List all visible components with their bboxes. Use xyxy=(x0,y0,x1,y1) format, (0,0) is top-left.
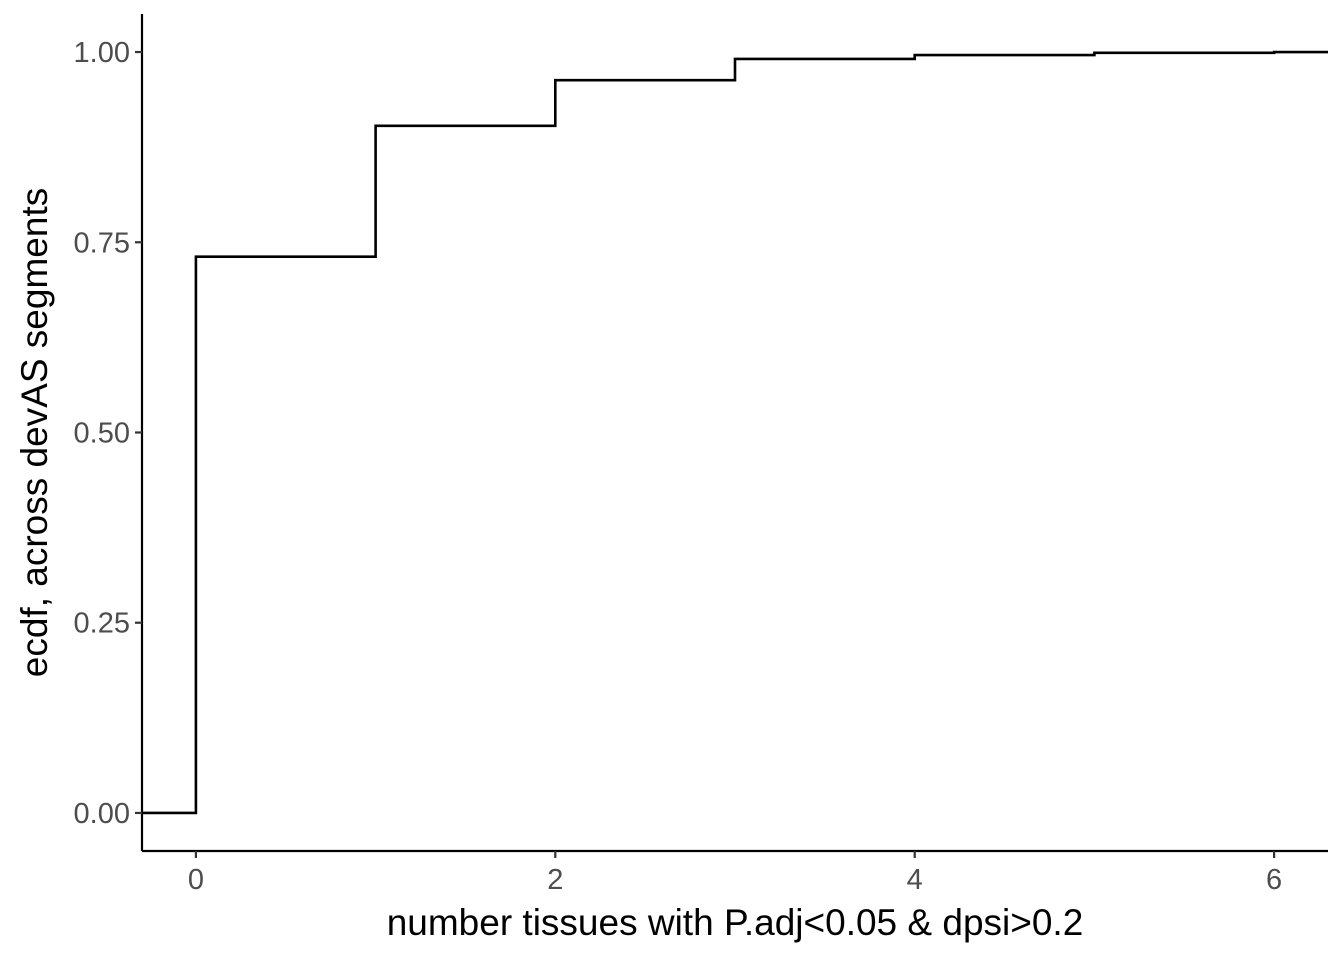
y-tick-label: 0.25 xyxy=(74,608,130,640)
y-tick-label: 0.00 xyxy=(74,798,130,830)
x-tick-label: 4 xyxy=(907,864,923,896)
x-tick-label: 0 xyxy=(188,864,204,896)
plot-area xyxy=(142,50,1328,815)
y-axis-title: ecdf, across devAS segments xyxy=(14,188,55,677)
x-tick-label: 2 xyxy=(547,864,563,896)
x-tick-label: 6 xyxy=(1266,864,1282,896)
y-tick-label: 1.00 xyxy=(74,37,130,69)
ecdf-step-line xyxy=(142,50,1328,815)
y-axis: 0.00 0.25 0.50 0.75 1.00 xyxy=(74,14,144,851)
x-axis: 0 2 4 6 xyxy=(142,849,1328,896)
y-tick-label: 0.50 xyxy=(74,418,130,450)
y-tick-label: 0.75 xyxy=(74,227,130,259)
x-axis-title: number tissues with P.adj<0.05 & dpsi>0.… xyxy=(387,902,1084,943)
